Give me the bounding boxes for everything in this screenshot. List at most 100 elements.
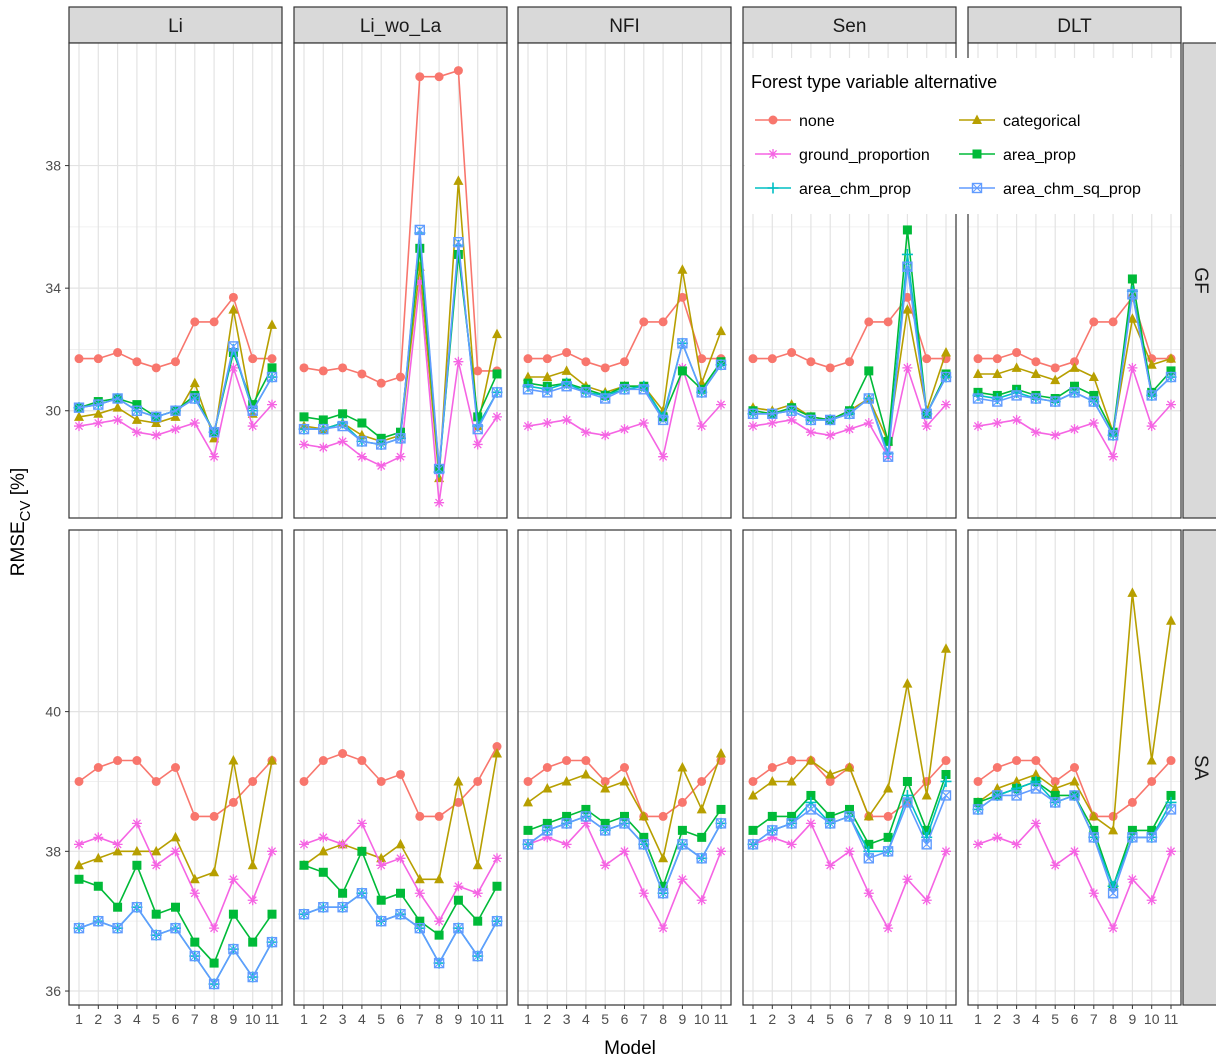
legend-label: categorical [1003,113,1080,130]
x-tick-label: 6 [1071,1011,1079,1027]
point-area_chm_sq_prop [863,853,874,864]
point-categorical [941,347,951,357]
point-none [1070,357,1079,367]
panel-DLT-SA [967,529,1182,1006]
point-area_chm_sq_prop [170,922,181,934]
x-tick-label: 10 [1144,1011,1160,1027]
point-area_chm_sq_prop [491,915,503,927]
point-none [113,756,123,766]
point-area_prop [190,937,200,947]
x-tick-label: 7 [1090,1011,1098,1027]
point-categorical [472,859,483,870]
x-tick-label: 8 [210,1011,218,1027]
point-area_chm_sq_prop [696,387,707,398]
legend-key-marker [972,149,982,159]
point-area_prop [1147,825,1157,835]
point-area_prop [1166,366,1176,376]
point-categorical [1050,782,1061,793]
point-area_chm_sq_prop [1146,390,1157,401]
point-none [845,357,854,367]
point-area_chm_sq_prop [522,839,534,850]
point-ground_proportion [600,430,611,441]
point-none [523,776,533,786]
point-categorical [131,414,142,424]
x-tick-label: 9 [1129,1011,1137,1027]
point-none [1108,317,1118,327]
point-area_chm_prop [901,248,913,260]
point-area_chm_prop [901,789,913,801]
point-area_prop [806,790,816,800]
point-categorical [1127,587,1138,597]
x-tick-label: 6 [621,1011,629,1027]
point-none [338,749,348,759]
point-none [542,763,552,772]
point-categorical [600,782,611,793]
point-none [93,763,103,772]
point-area_chm_sq_prop [208,978,220,990]
point-area_chm_sq_prop [318,902,329,913]
point-ground_proportion [863,418,874,428]
point-categorical [74,411,84,421]
point-area_chm_sq_prop [189,393,201,404]
row-strip-SA [1182,529,1216,1006]
x-tick-label: 2 [543,1011,551,1027]
point-categorical [902,304,913,314]
point-area_chm_sq_prop [580,811,592,822]
legend: Forest type variable alternative none cate… [745,58,1180,214]
legend-item-none: none [755,113,835,130]
point-area_chm_sq_prop [715,818,727,829]
point-area_chm_sq_prop [112,393,123,404]
legend-key-marker [768,115,778,125]
point-area_chm_sq_prop [882,451,894,462]
point-area_chm_prop [805,796,817,808]
x-tick-label: 8 [435,1011,443,1027]
point-ground_proportion [805,427,816,438]
point-categorical [93,408,104,418]
point-categorical [247,859,258,870]
point-area_chm_sq_prop [318,423,329,435]
point-none [318,366,328,376]
point-area_chm_sq_prop [1127,289,1138,300]
point-area_chm_sq_prop [940,371,952,383]
point-ground_proportion [434,497,445,508]
point-ground_proportion [863,888,874,899]
point-categorical [1088,810,1099,821]
point-ground_proportion [1050,860,1061,871]
point-area_chm_sq_prop [453,236,464,248]
x-tick-label: 3 [1013,1011,1021,1027]
point-ground_proportion [1011,839,1022,850]
point-none [492,742,502,752]
x-tick-label: 2 [319,1011,327,1027]
point-ground_proportion [247,895,258,906]
point-categorical [131,845,142,856]
point-categorical [805,755,816,765]
point-area_chm_sq_prop [170,405,181,416]
point-area_chm_sq_prop [863,393,874,404]
point-categorical [267,319,277,329]
point-ground_proportion [170,424,181,435]
point-ground_proportion [414,888,425,899]
point-ground_proportion [209,923,220,934]
point-categorical [696,803,707,814]
point-ground_proportion [973,839,983,850]
y-tick-label: 40 [45,704,61,720]
point-area_chm_sq_prop [395,433,406,444]
point-area_chm_sq_prop [228,341,239,352]
x-tick-label: 7 [191,1011,199,1027]
point-none [767,763,777,772]
x-tick-label: 4 [807,1011,815,1027]
point-ground_proportion [189,418,200,428]
point-area_chm_sq_prop [1069,387,1080,398]
point-area_prop [523,825,533,835]
point-categorical [453,775,464,786]
y-tick-label: 38 [45,158,61,174]
point-area_chm_sq_prop [228,943,239,955]
point-none [992,763,1002,772]
y-tick-label: 30 [45,403,61,419]
point-area_prop [748,825,758,835]
point-none [209,317,219,327]
point-area_chm_prop [1011,782,1023,794]
point-categorical [542,782,553,793]
x-tick-label: 9 [679,1011,687,1027]
point-area_chm_sq_prop [414,922,425,934]
